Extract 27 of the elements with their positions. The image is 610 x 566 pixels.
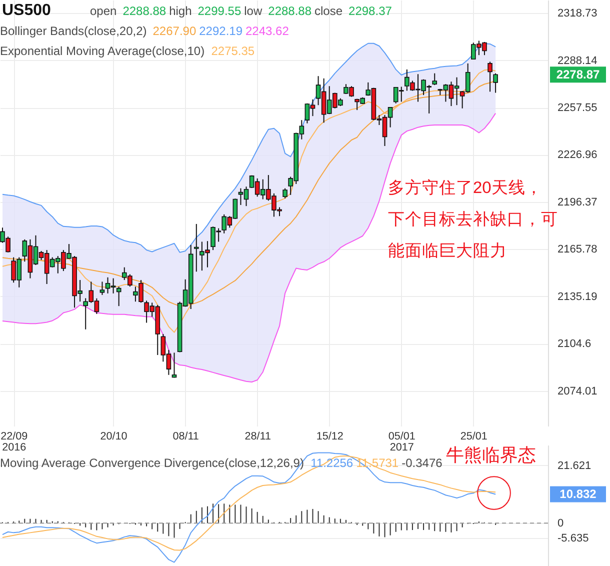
annotation: 牛熊临界态 [446, 445, 536, 465]
y-tick-label: 2074.01 [558, 385, 598, 398]
y-tick-label: 2288.14 [558, 54, 598, 67]
y-tick-label: 2318.73 [558, 8, 598, 20]
y-tick-label: 2104.6 [558, 338, 592, 350]
chart-subtitle: open 2288.88 high 2299.55 low 2288.88 close 2298.37 [90, 4, 392, 18]
y-tick-label: 2196.37 [558, 196, 598, 208]
y-tick-label: 0 [558, 518, 564, 530]
y-tick-label: 2226.96 [558, 149, 598, 162]
annotation: Exponential Moving Average(close,10) 2275.35 [0, 44, 255, 58]
annotation: 多方守住了20天线，下个目标去补缺口，可能面临巨大阻力 [388, 178, 558, 260]
y-tick-label: 2135.19 [558, 290, 598, 303]
text: 2278.87 [556, 68, 600, 82]
x-tick-label: 08/11 [172, 430, 199, 442]
x-tick-label: 15/12 [316, 430, 344, 442]
y-tick-label: -5.635 [558, 532, 589, 545]
text: 10.832 [560, 487, 597, 502]
x-tick-label: 28/11 [244, 430, 271, 442]
x-tick-label: 25/01 [460, 430, 488, 442]
y-tick-label: 2257.55 [558, 102, 598, 114]
annotation: Bollinger Bands(close,20,2) 2267.90 2292.19 2243.62 [0, 24, 290, 38]
y-tick-label: 2165.78 [558, 244, 598, 256]
chart-title: US500 [2, 2, 52, 19]
x-tick-label: 22/09 2016 [0, 430, 28, 454]
x-tick-label: 05/01 2017 [388, 430, 416, 454]
y-tick-label: 21.621 [558, 460, 592, 472]
x-tick-label: 20/10 [100, 430, 128, 442]
